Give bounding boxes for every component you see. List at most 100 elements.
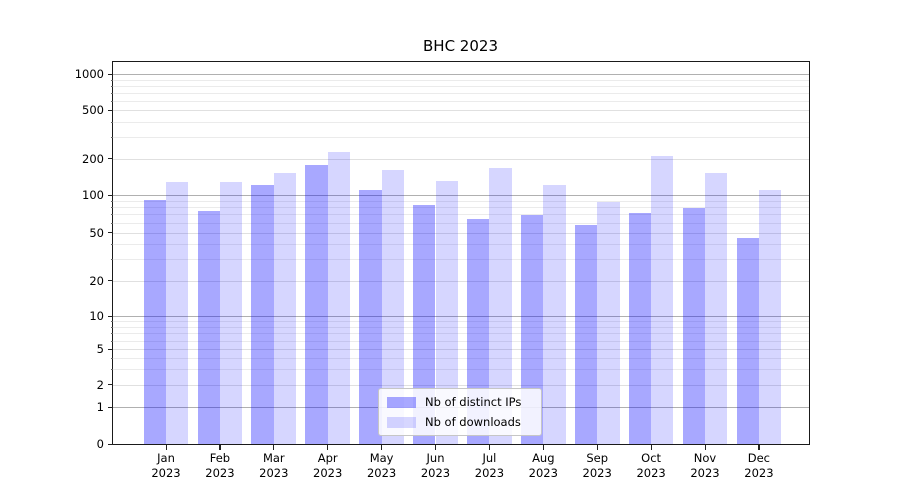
x-tick-month-mar: Mar bbox=[262, 451, 285, 465]
y-tick-200 bbox=[108, 158, 113, 160]
legend-swatch-distinct-ips bbox=[387, 396, 416, 408]
y-minor-tick-40 bbox=[110, 244, 113, 246]
x-tick-month-apr: Apr bbox=[317, 451, 338, 465]
y-minor-tick-3 bbox=[110, 368, 113, 370]
bar-downloads-may bbox=[381, 169, 404, 444]
gridline-5 bbox=[112, 349, 809, 351]
bar-distinct-ips-feb bbox=[197, 211, 220, 444]
y-tick-2 bbox=[108, 384, 113, 386]
gridline-minor-80 bbox=[112, 207, 809, 209]
y-minor-tick-300 bbox=[110, 137, 113, 139]
bar-distinct-ips-jul bbox=[467, 219, 490, 444]
y-tick-label-50: 50 bbox=[89, 225, 104, 240]
bar-downloads-mar bbox=[273, 172, 297, 444]
x-tick-jun bbox=[435, 445, 437, 450]
gridline-minor-60 bbox=[112, 222, 809, 224]
y-tick-50 bbox=[108, 232, 113, 234]
bar-distinct-ips-dec bbox=[736, 238, 759, 444]
bar-distinct-ips-aug bbox=[520, 215, 544, 444]
legend-item-downloads: Nb of downloads bbox=[387, 412, 541, 432]
y-tick-label-5: 5 bbox=[96, 342, 104, 357]
bar-distinct-ips-may bbox=[359, 189, 382, 444]
gridline-minor-9 bbox=[112, 321, 809, 323]
x-tick-year-aug: 2023 bbox=[528, 465, 558, 480]
x-tick-year-apr: 2023 bbox=[313, 465, 343, 480]
y-minor-tick-80 bbox=[110, 207, 113, 209]
gridline-20 bbox=[112, 280, 809, 282]
x-tick-year-nov: 2023 bbox=[690, 465, 720, 480]
x-tick-feb bbox=[219, 445, 221, 450]
plot-border-left bbox=[112, 61, 114, 445]
bar-downloads-apr bbox=[327, 152, 351, 444]
gridline-minor-600 bbox=[112, 100, 809, 102]
bar-distinct-ips-apr bbox=[305, 164, 328, 444]
y-minor-tick-600 bbox=[110, 100, 113, 102]
y-tick-1000 bbox=[108, 73, 113, 75]
gridline-minor-700 bbox=[112, 92, 809, 94]
gridline-minor-300 bbox=[112, 137, 809, 139]
y-tick-10 bbox=[108, 315, 113, 317]
y-tick-20 bbox=[108, 280, 113, 282]
bar-downloads-feb bbox=[219, 181, 243, 444]
x-tick-month-jan: Jan bbox=[157, 451, 175, 465]
y-minor-tick-700 bbox=[110, 92, 113, 94]
plot-border-right bbox=[808, 61, 810, 445]
bar-distinct-ips-jun bbox=[413, 205, 436, 444]
gridline-500 bbox=[112, 110, 809, 112]
plot-area bbox=[112, 61, 809, 444]
bar-downloads-jan bbox=[166, 182, 189, 444]
y-tick-label-2: 2 bbox=[96, 377, 104, 392]
x-tick-apr bbox=[327, 445, 329, 450]
gridline-minor-900 bbox=[112, 79, 809, 81]
y-minor-tick-7 bbox=[110, 333, 113, 335]
x-tick-month-oct: Oct bbox=[641, 451, 662, 465]
y-minor-tick-400 bbox=[110, 122, 113, 124]
legend-label-distinct-ips: Nb of distinct IPs bbox=[425, 395, 522, 409]
x-tick-label-jun: Jun 2023 bbox=[404, 451, 468, 480]
y-tick-5 bbox=[108, 348, 113, 350]
y-minor-tick-9 bbox=[110, 321, 113, 323]
x-tick-year-feb: 2023 bbox=[205, 465, 235, 480]
gridline-minor-70 bbox=[112, 214, 809, 216]
x-tick-label-apr: Apr 2023 bbox=[296, 451, 360, 480]
bar-distinct-ips-sep bbox=[574, 224, 598, 444]
y-tick-label-10: 10 bbox=[89, 309, 104, 323]
gridline-minor-8 bbox=[112, 326, 809, 328]
x-tick-mar bbox=[273, 445, 275, 450]
y-minor-tick-8 bbox=[110, 326, 113, 328]
x-tick-year-sep: 2023 bbox=[582, 465, 612, 480]
bar-distinct-ips-nov bbox=[682, 208, 705, 444]
x-tick-label-nov: Nov 2023 bbox=[673, 451, 737, 480]
x-tick-label-aug: Aug 2023 bbox=[511, 451, 575, 480]
y-minor-tick-90 bbox=[110, 200, 113, 202]
y-minor-tick-6 bbox=[110, 340, 113, 342]
bar-downloads-jul bbox=[489, 168, 512, 444]
legend-label-downloads: Nb of downloads bbox=[425, 415, 521, 429]
x-tick-year-jun: 2023 bbox=[420, 465, 451, 480]
y-tick-label-200: 200 bbox=[82, 151, 104, 166]
y-minor-tick-70 bbox=[110, 214, 113, 216]
gridline-minor-7 bbox=[112, 333, 809, 335]
x-tick-year-dec: 2023 bbox=[744, 465, 774, 480]
x-tick-year-oct: 2023 bbox=[636, 465, 666, 480]
gridline-minor-40 bbox=[112, 244, 809, 246]
bar-downloads-dec bbox=[758, 189, 782, 444]
bar-distinct-ips-jan bbox=[143, 199, 166, 444]
x-tick-label-mar: Mar 2023 bbox=[242, 451, 306, 480]
gridline-2 bbox=[112, 384, 809, 386]
x-tick-label-may: May 2023 bbox=[350, 451, 414, 480]
x-tick-month-dec: Dec bbox=[747, 451, 771, 465]
bar-downloads-jun bbox=[435, 180, 458, 444]
y-tick-label-0: 0 bbox=[96, 437, 104, 451]
y-minor-tick-30 bbox=[110, 259, 113, 261]
legend: Nb of distinct IPs Nb of downloads bbox=[378, 388, 542, 436]
chart-title: BHC 2023 bbox=[423, 37, 498, 55]
x-tick-jul bbox=[488, 445, 491, 450]
x-tick-label-jul: Jul 2023 bbox=[457, 451, 521, 480]
gridline-minor-6 bbox=[112, 340, 809, 342]
y-tick-label-500: 500 bbox=[82, 103, 104, 118]
x-tick-month-may: May bbox=[369, 451, 394, 465]
x-tick-oct bbox=[650, 445, 652, 450]
y-minor-tick-900 bbox=[110, 79, 113, 81]
x-tick-month-jul: Jul bbox=[482, 451, 497, 465]
